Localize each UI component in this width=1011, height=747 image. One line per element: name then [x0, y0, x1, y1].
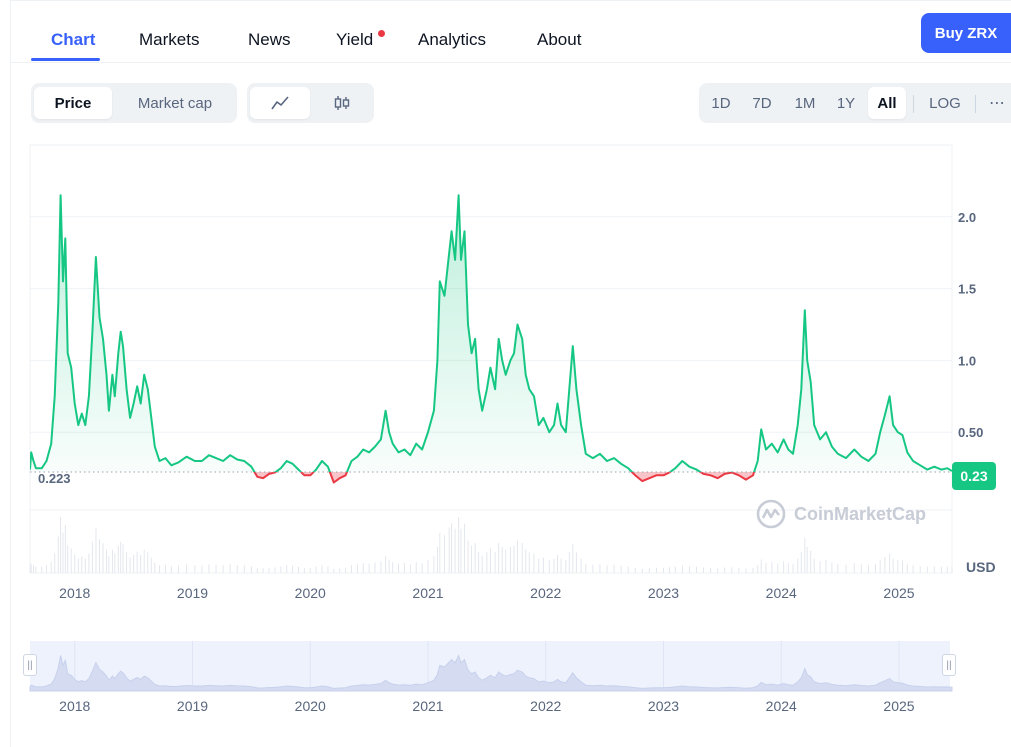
- y-tick-label: 1.0: [958, 353, 976, 368]
- range-all[interactable]: All: [868, 87, 906, 119]
- current-price-badge: 0.23: [952, 462, 996, 490]
- tab-chart[interactable]: Chart: [51, 30, 96, 49]
- range-navigator[interactable]: 2018 2019 2020 2021 2022 2023 2024 2025: [0, 630, 1011, 730]
- coinmarketcap-logo-icon: [756, 499, 786, 529]
- navigator-right-handle[interactable]: ||: [942, 654, 956, 676]
- tab-yield[interactable]: Yield: [336, 30, 374, 49]
- range-1y[interactable]: 1Y: [836, 94, 856, 112]
- navigator-left-handle[interactable]: ||: [23, 654, 37, 676]
- range-1d[interactable]: 1D: [711, 94, 731, 112]
- x-tick-label: 2019: [177, 585, 208, 601]
- price-option[interactable]: Price: [34, 87, 112, 119]
- y-tick-label: 1.5: [958, 282, 976, 297]
- navigator-x-label: 2021: [412, 698, 443, 714]
- x-tick-label: 2024: [766, 585, 797, 601]
- watermark-text: CoinMarketCap: [794, 503, 927, 524]
- notification-dot: [378, 30, 385, 37]
- market-cap-option[interactable]: Market cap: [137, 94, 213, 112]
- line-chart-icon: [271, 96, 289, 110]
- range-7d[interactable]: 7D: [752, 94, 772, 112]
- navigator-x-label: 2018: [59, 698, 90, 714]
- watermark: CoinMarketCap: [756, 499, 926, 529]
- navigator-x-label: 2025: [883, 698, 914, 714]
- active-tab-indicator: [31, 58, 100, 61]
- currency-label: USD: [966, 559, 996, 575]
- navigator-x-label: 2022: [530, 698, 561, 714]
- x-tick-label: 2021: [412, 585, 443, 601]
- log-scale-button[interactable]: LOG: [929, 94, 961, 112]
- x-tick-label: 2025: [883, 585, 914, 601]
- price-chart[interactable]: 0.50 1.0 1.5 2.0 2018 2019 2020 2021 2022 2023 202…: [0, 140, 1011, 610]
- panel-top-border: [10, 0, 1011, 1]
- line-chart-button[interactable]: [250, 87, 310, 119]
- tab-about[interactable]: About: [537, 30, 582, 49]
- price-line-up: [30, 194, 952, 473]
- panel-left-border: [10, 0, 11, 747]
- candlestick-button[interactable]: [313, 87, 371, 119]
- tab-news[interactable]: News: [248, 30, 291, 49]
- x-tick-label: 2023: [648, 585, 679, 601]
- plot-frame: [29, 144, 953, 574]
- navigator-area: [29, 654, 953, 692]
- navigator-x-label: 2023: [648, 698, 679, 714]
- range-toggle: 1D 7D 1M 1Y All LOG ⋯: [699, 83, 1011, 123]
- candlestick-icon: [334, 96, 350, 110]
- tab-analytics[interactable]: Analytics: [418, 30, 487, 49]
- range-divider: [913, 95, 914, 113]
- reference-price-label: 0.223: [38, 471, 71, 486]
- navigator-x-label: 2019: [177, 698, 208, 714]
- range-divider: [975, 95, 976, 113]
- tab-markets[interactable]: Markets: [139, 30, 200, 49]
- x-tick-label: 2018: [59, 585, 90, 601]
- metric-toggle: Price Market cap: [31, 83, 237, 123]
- range-1m[interactable]: 1M: [794, 94, 816, 112]
- navigator-x-label: 2024: [766, 698, 797, 714]
- navigator-x-label: 2020: [295, 698, 326, 714]
- x-tick-label: 2020: [295, 585, 326, 601]
- price-chart-svg: 0.50 1.0 1.5 2.0 2018 2019 2020 2021 2022 2023 202…: [29, 144, 983, 601]
- tab-bar: Chart Markets News Yield Analytics About: [10, 0, 1011, 63]
- buy-button[interactable]: Buy ZRX: [921, 13, 1011, 53]
- y-tick-label: 2.0: [958, 210, 976, 225]
- chart-style-toggle: [247, 83, 374, 123]
- more-options-icon[interactable]: ⋯: [989, 95, 1005, 112]
- x-tick-label: 2022: [530, 585, 561, 601]
- y-tick-label: 0.50: [958, 425, 983, 440]
- area-fill-up: [30, 195, 952, 473]
